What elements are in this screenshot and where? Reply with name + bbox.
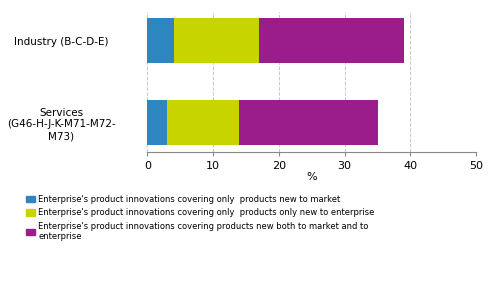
Legend: Enterprise's product innovations covering only  products new to market, Enterpri: Enterprise's product innovations coverin… [27, 195, 375, 241]
Bar [167, 100, 240, 145]
Bar [147, 18, 174, 63]
Bar [174, 18, 259, 63]
Bar [147, 100, 167, 145]
X-axis label: %: % [306, 172, 317, 182]
Bar [240, 100, 378, 145]
Bar [259, 18, 404, 63]
